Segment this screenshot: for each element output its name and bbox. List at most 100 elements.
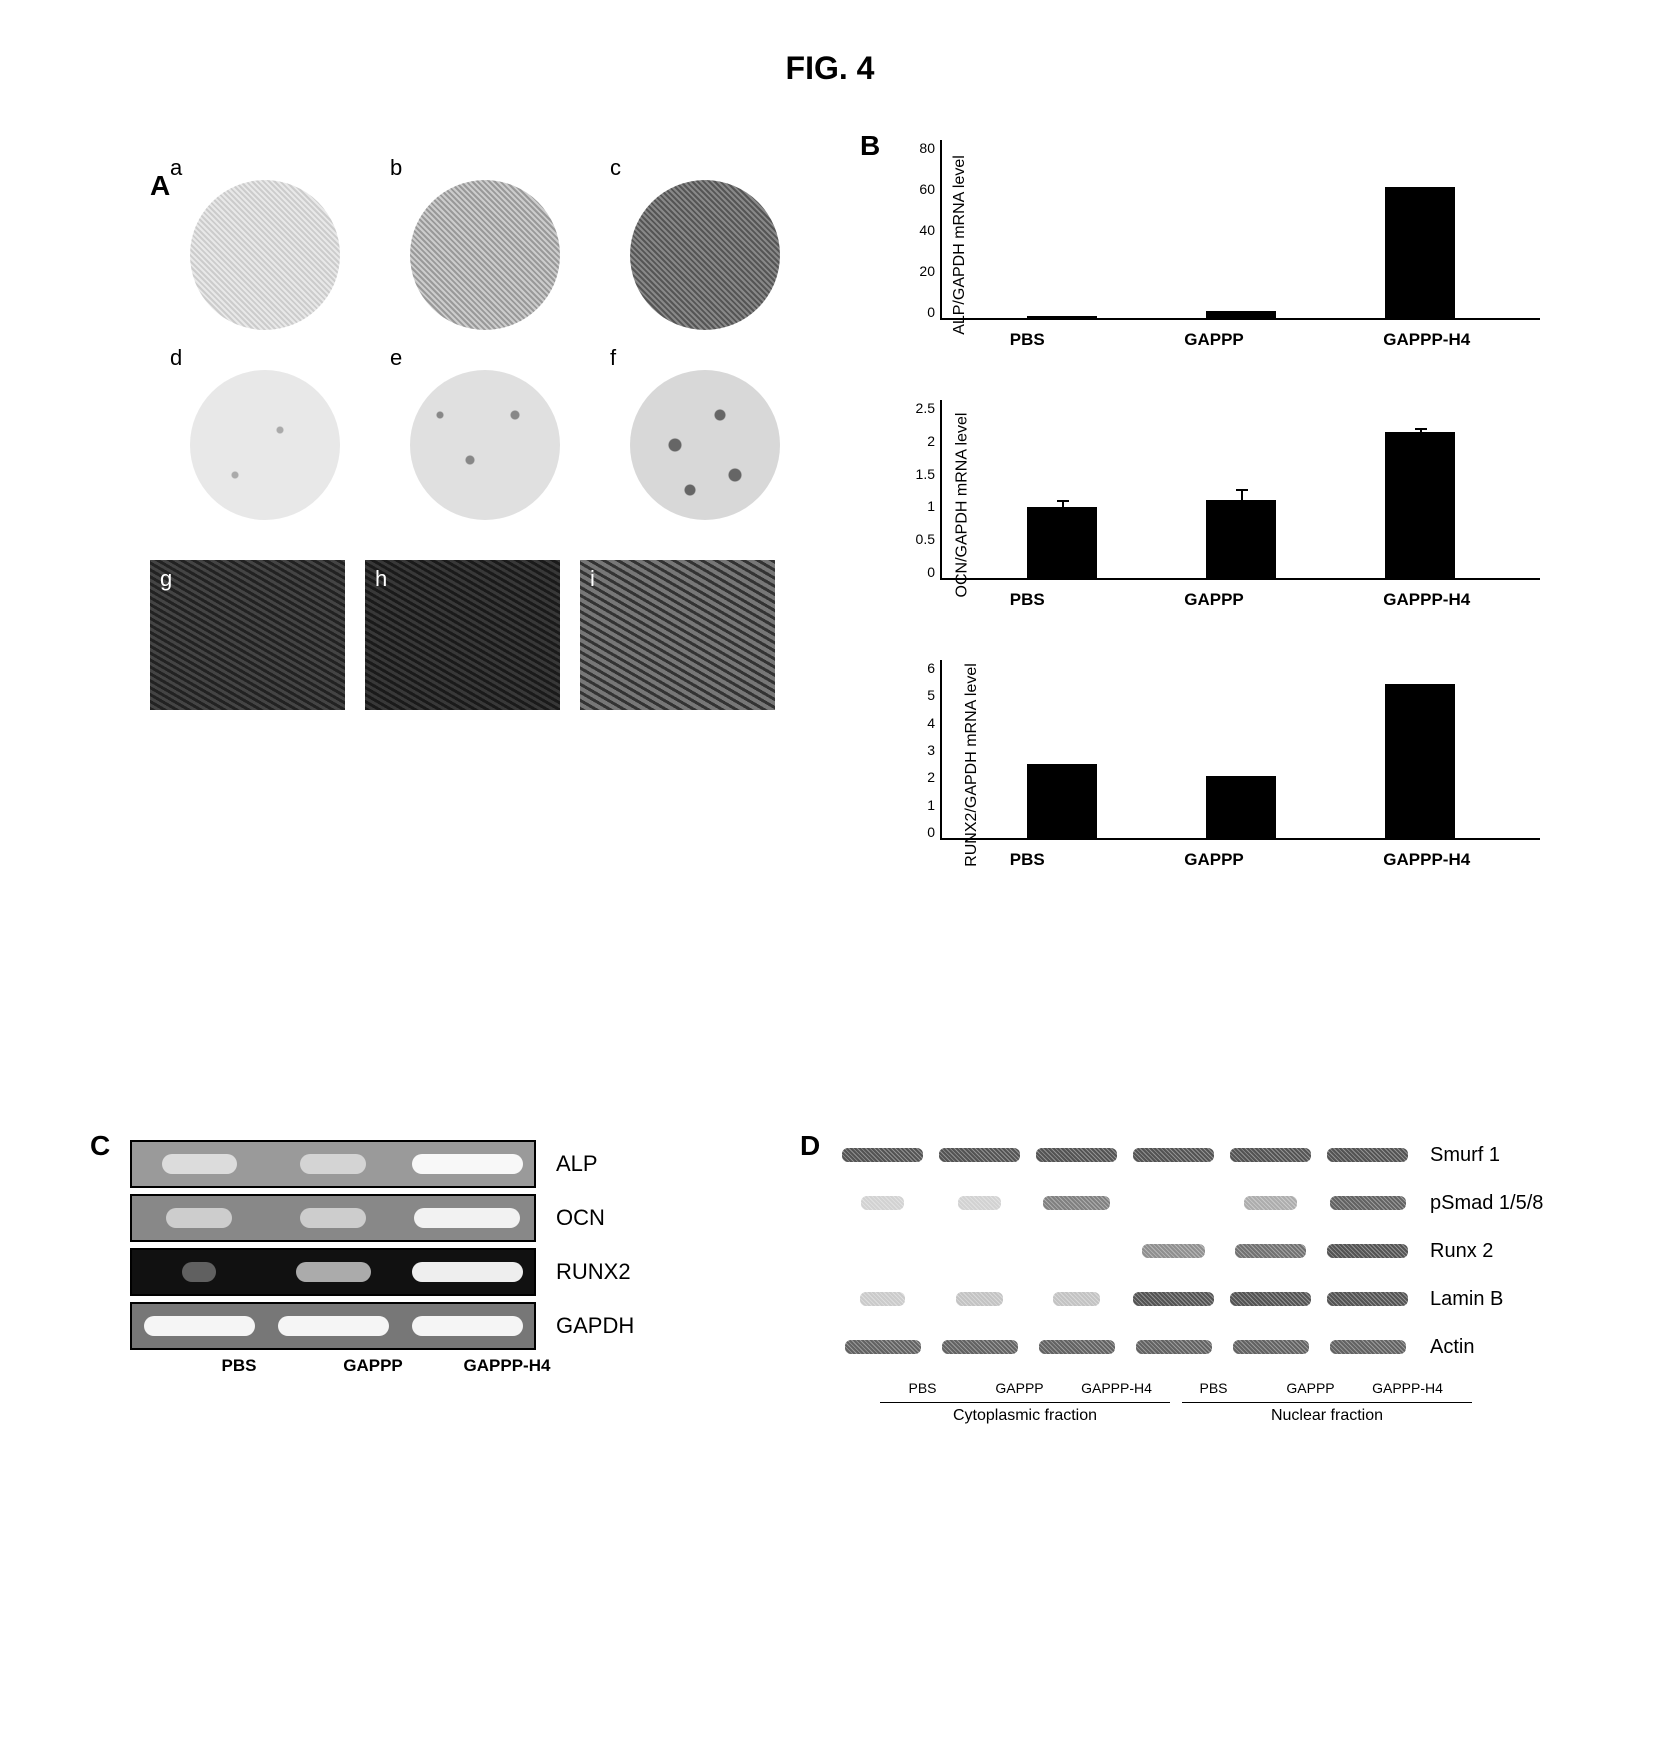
sublabel-d: d [170, 345, 182, 371]
x-label: GAPPP-H4 [1383, 850, 1470, 870]
panel-c: ALP OCN RUNX2 GAPDH PBSGAPPPGAPPP-H4 [90, 1130, 710, 1376]
blot-lane [1228, 1144, 1313, 1166]
bar [1027, 507, 1097, 578]
gel-row-label: RUNX2 [556, 1259, 631, 1285]
plot-area [940, 140, 1540, 320]
blot-row-label: Actin [1430, 1336, 1474, 1359]
fraction-label: Nuclear fraction [1182, 1402, 1472, 1425]
sublabel-b: b [390, 155, 402, 181]
gel-lane [402, 1306, 532, 1346]
gel-row: ALP [130, 1140, 710, 1188]
x-label: GAPPP [1184, 590, 1244, 610]
blot-lane [1228, 1240, 1313, 1262]
blot-lane [840, 1336, 925, 1358]
blot-row-label: Lamin B [1430, 1288, 1503, 1311]
blot-lane [1131, 1336, 1216, 1358]
well-f [630, 370, 780, 520]
gel-lane [134, 1198, 264, 1238]
gel-xlabel: GAPPP [308, 1356, 438, 1376]
blot-lane [1034, 1144, 1119, 1166]
gel-xlabels: PBSGAPPPGAPPP-H4 [174, 1356, 710, 1376]
gel-lane [134, 1144, 264, 1184]
micrograph-g [150, 560, 345, 710]
figure-title: FIG. 4 [786, 50, 875, 87]
bar [1385, 684, 1455, 838]
x-label: GAPPP [1184, 850, 1244, 870]
blot-lane [1131, 1192, 1216, 1214]
gel-lane [134, 1252, 264, 1292]
bar-chart: ALP/GAPDH mRNA level020406080PBSGAPPPGAP… [880, 130, 1580, 360]
sublabel-h: h [375, 566, 387, 592]
gel-lane [402, 1252, 532, 1292]
blot-row: Lamin B [840, 1284, 1600, 1314]
gel-row-label: ALP [556, 1151, 598, 1177]
gel-lane [268, 1198, 398, 1238]
sublabel-f: f [610, 345, 616, 371]
gel-lane [134, 1306, 264, 1346]
blot-lane [1228, 1288, 1313, 1310]
bar-chart: RUNX2/GAPDH mRNA level0123456PBSGAPPPGAP… [880, 650, 1580, 880]
blot-row: Smurf 1 [840, 1140, 1600, 1170]
micrograph-i [580, 560, 775, 710]
micrograph-h [365, 560, 560, 710]
bar [1385, 187, 1455, 318]
blot-lane [1034, 1240, 1119, 1262]
bar [1206, 500, 1276, 578]
x-label: GAPPP-H4 [1383, 590, 1470, 610]
gel-lane [268, 1144, 398, 1184]
blot-lane [840, 1192, 925, 1214]
well-b [410, 180, 560, 330]
gel-lane [268, 1306, 398, 1346]
panel-a-row3: g h i [150, 560, 780, 710]
panel-b: ALP/GAPDH mRNA level020406080PBSGAPPPGAP… [880, 130, 1580, 910]
plot-area [940, 400, 1540, 580]
gel-row-label: OCN [556, 1205, 605, 1231]
blot-xlabel: GAPPP [1268, 1380, 1353, 1396]
plot-area [940, 660, 1540, 840]
blot-lane [937, 1240, 1022, 1262]
gel-row: OCN [130, 1194, 710, 1242]
gel-xlabel: GAPPP-H4 [442, 1356, 572, 1376]
y-ticks: 020406080 [910, 140, 935, 320]
blot-lane [1131, 1240, 1216, 1262]
gel-row-label: GAPDH [556, 1313, 634, 1339]
blot-lane [1034, 1288, 1119, 1310]
blot-lane [1325, 1288, 1410, 1310]
blot-xlabel: GAPPP-H4 [1074, 1380, 1159, 1396]
blot-lane [840, 1144, 925, 1166]
fraction-label: Cytoplasmic fraction [880, 1402, 1170, 1425]
blot-row-label: pSmad 1/5/8 [1430, 1192, 1543, 1215]
well-c [630, 180, 780, 330]
blot-lane [1034, 1192, 1119, 1214]
well-e [410, 370, 560, 520]
blot-lane [937, 1192, 1022, 1214]
blot-lane [1325, 1192, 1410, 1214]
bar [1027, 764, 1097, 838]
gel-xlabel: PBS [174, 1356, 304, 1376]
panel-a-row2: d e f [190, 370, 780, 520]
blot-lane [1325, 1144, 1410, 1166]
blot-row: Actin [840, 1332, 1600, 1362]
blot-xlabel: GAPPP [977, 1380, 1062, 1396]
sublabel-a: a [170, 155, 182, 181]
blot-lane [1131, 1144, 1216, 1166]
blot-row-label: Smurf 1 [1430, 1144, 1500, 1167]
fraction-labels: Cytoplasmic fraction Nuclear fraction [880, 1402, 1600, 1425]
blot-lane [1131, 1288, 1216, 1310]
gel-row: RUNX2 [130, 1248, 710, 1296]
sublabel-c: c [610, 155, 621, 181]
blot-lane [1034, 1336, 1119, 1358]
x-label: GAPPP [1184, 330, 1244, 350]
blot-xlabels: PBSGAPPPGAPPP-H4PBSGAPPPGAPPP-H4 [880, 1380, 1600, 1396]
bar [1206, 311, 1276, 318]
panel-d: Smurf 1pSmad 1/5/8Runx 2Lamin BActinPBSG… [800, 1130, 1600, 1425]
bar [1385, 432, 1455, 578]
blot-lane [1228, 1336, 1313, 1358]
blot-xlabel: GAPPP-H4 [1365, 1380, 1450, 1396]
x-label: PBS [1010, 590, 1045, 610]
bar [1206, 776, 1276, 838]
blot-xlabel: PBS [880, 1380, 965, 1396]
gel-lane [402, 1144, 532, 1184]
gel-lane [268, 1252, 398, 1292]
y-ticks: 00.511.522.5 [910, 400, 935, 580]
